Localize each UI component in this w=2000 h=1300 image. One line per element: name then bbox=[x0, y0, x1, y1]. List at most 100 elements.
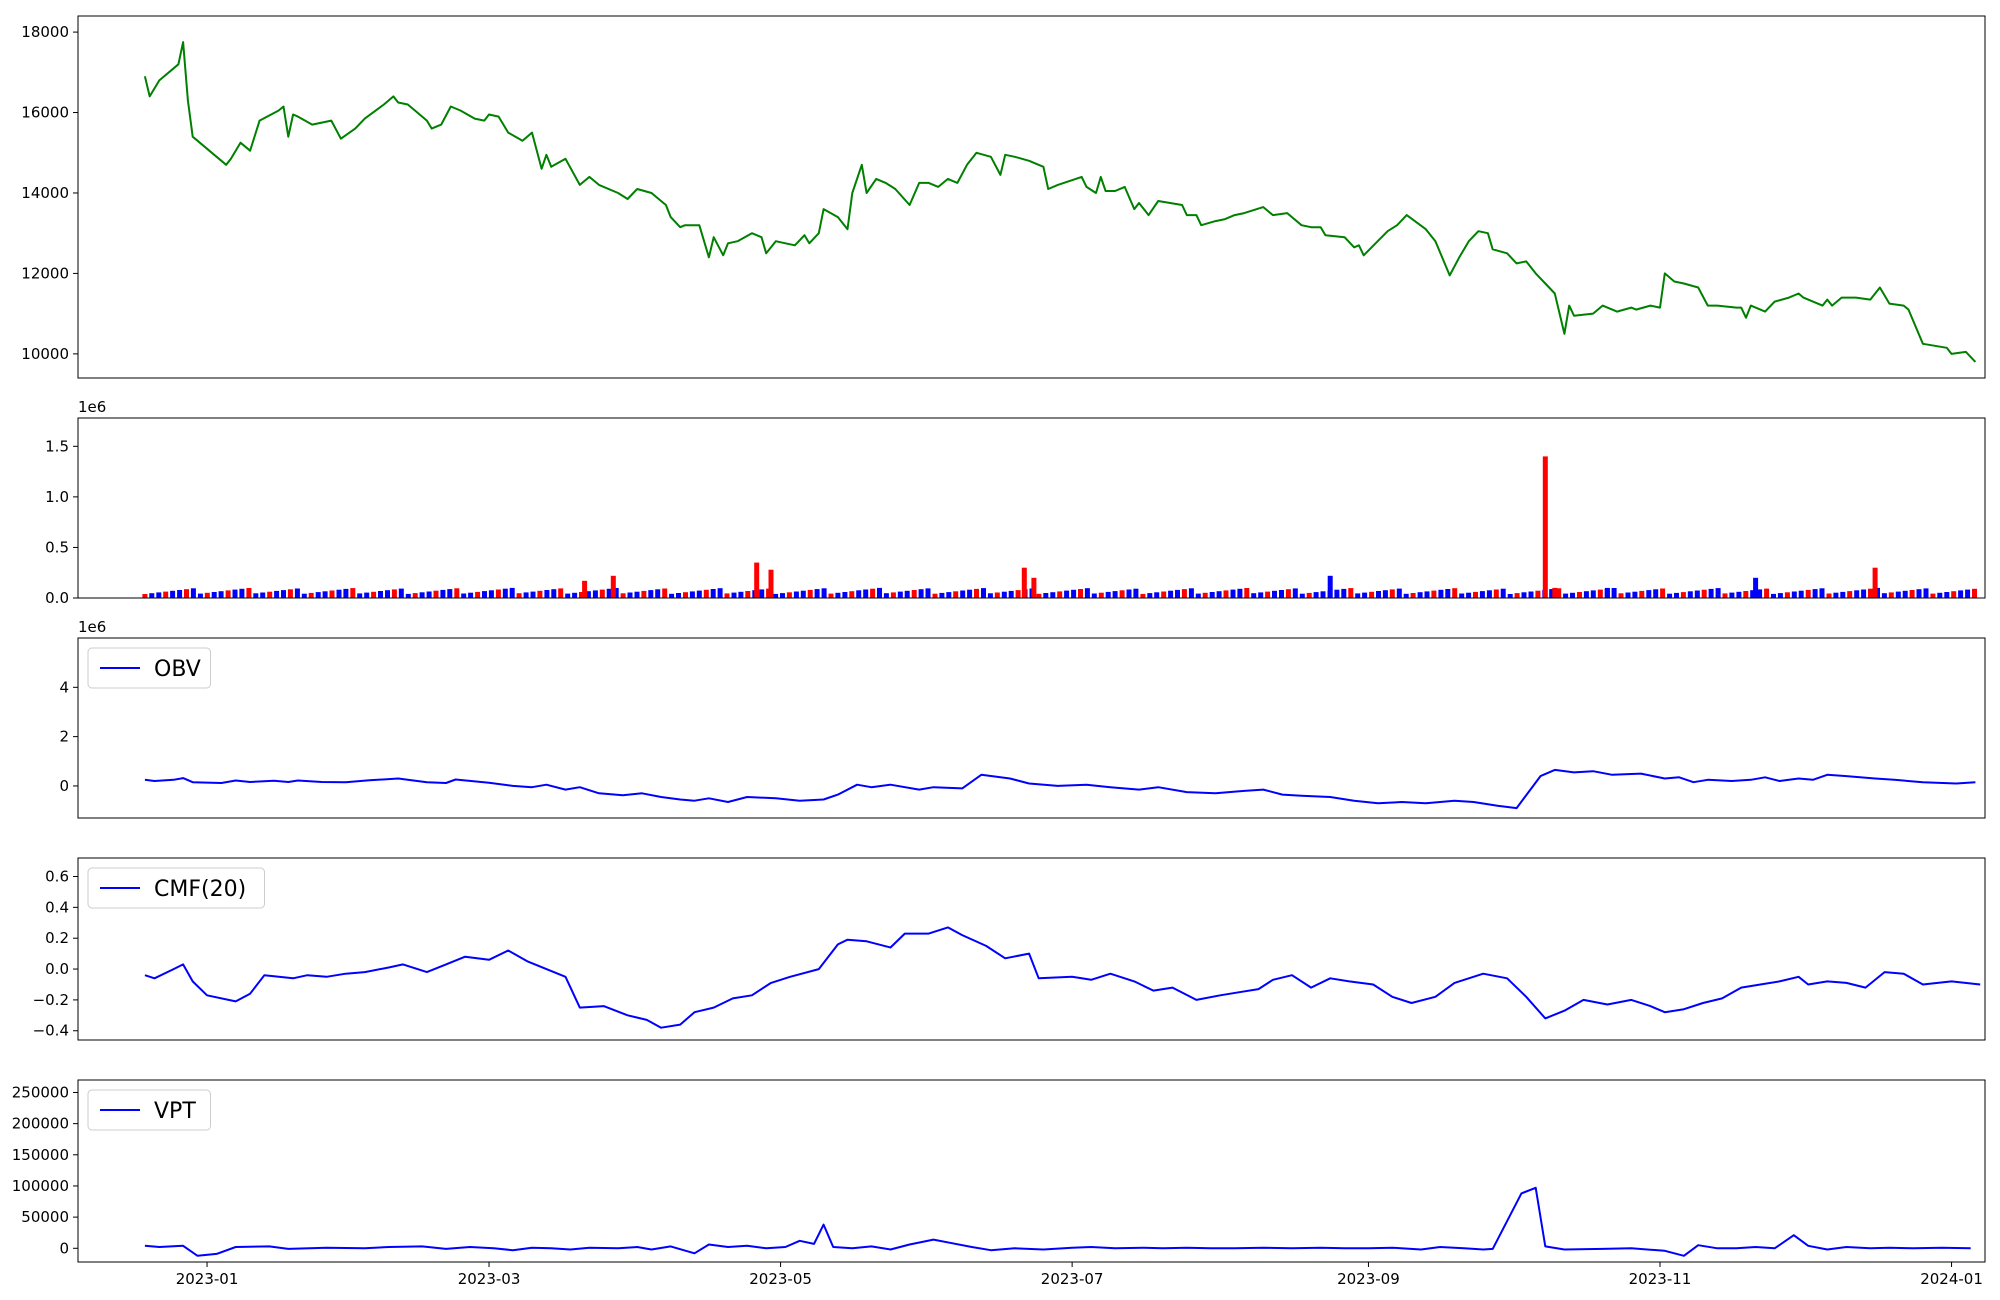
cmf-ytick-label: −0.4 bbox=[33, 1022, 69, 1040]
volume-bar bbox=[246, 588, 252, 598]
volume-bar bbox=[967, 589, 973, 598]
volume-bar bbox=[890, 592, 896, 598]
volume-bar bbox=[447, 589, 453, 598]
volume-bar bbox=[1861, 589, 1867, 598]
volume-bar bbox=[558, 588, 564, 598]
obv-ytick-label: 2 bbox=[59, 728, 69, 746]
volume-bar bbox=[627, 592, 633, 598]
volume-bar bbox=[585, 591, 591, 598]
xtick-label: 2023-09 bbox=[1337, 1270, 1400, 1288]
volume-axes-frame bbox=[77, 417, 1986, 599]
volume-bar bbox=[1552, 587, 1558, 598]
volume-bar bbox=[1237, 588, 1243, 598]
volume-bar bbox=[1872, 567, 1878, 598]
volume-bar bbox=[364, 592, 370, 598]
volume-bar bbox=[1528, 591, 1534, 598]
vpt-ytick-label: 250000 bbox=[12, 1083, 69, 1101]
volume-bar bbox=[537, 590, 543, 598]
volume-bar bbox=[655, 589, 661, 598]
volume-bar bbox=[308, 592, 314, 598]
cmf-ytick-label: 0.2 bbox=[45, 929, 69, 947]
volume-bar bbox=[1078, 589, 1083, 598]
cmf-series-line bbox=[144, 926, 1981, 1029]
volume-bar bbox=[599, 589, 605, 598]
volume-bar bbox=[1888, 592, 1894, 598]
volume-bar bbox=[1965, 589, 1971, 598]
volume-bar bbox=[1112, 591, 1118, 598]
volume-bar bbox=[1826, 593, 1832, 598]
volume-bar bbox=[1334, 589, 1340, 598]
volume-bar bbox=[1604, 587, 1610, 598]
volume-bar bbox=[1376, 591, 1381, 598]
volume-bar bbox=[315, 592, 321, 598]
volume-bar bbox=[1854, 590, 1860, 598]
volume-bar bbox=[260, 592, 266, 598]
volume-bar bbox=[177, 590, 183, 598]
volume-bar bbox=[1473, 591, 1478, 598]
volume-bar bbox=[336, 589, 342, 598]
chart-panels: 10000 12000 14000 16000 18000 0.0 0.5 1.0 1.5 1e6… bbox=[12, 15, 1986, 1288]
volume-bar bbox=[1653, 589, 1659, 598]
volume-bar bbox=[163, 591, 169, 598]
volume-bar bbox=[322, 591, 328, 598]
volume-bar bbox=[1098, 592, 1104, 598]
volume-bar bbox=[1570, 592, 1575, 598]
volume-bar bbox=[738, 591, 744, 598]
volume-bar bbox=[870, 588, 876, 598]
volume-bar bbox=[1542, 456, 1548, 598]
volume-bar bbox=[1944, 592, 1950, 598]
volume-bar bbox=[1743, 591, 1749, 598]
volume-bar bbox=[565, 593, 571, 598]
volume-bar bbox=[1923, 588, 1929, 598]
volume-bar bbox=[1757, 589, 1763, 598]
obv-ytick-label: 4 bbox=[59, 678, 69, 696]
volume-bar bbox=[239, 588, 245, 598]
volume-bar bbox=[1008, 590, 1014, 598]
volume-bar bbox=[1348, 588, 1354, 598]
volume-bar bbox=[696, 590, 702, 598]
volume-bar bbox=[683, 592, 688, 598]
volume-bar bbox=[1175, 589, 1180, 598]
volume-bar bbox=[1452, 588, 1458, 598]
volume-bar bbox=[218, 591, 224, 598]
volume-bar bbox=[572, 592, 578, 598]
volume-bar bbox=[1909, 590, 1915, 598]
volume-bar bbox=[419, 592, 425, 598]
volume-bar bbox=[495, 589, 501, 598]
legend-label: OBV bbox=[154, 657, 201, 682]
cmf-ytick-label: −0.2 bbox=[33, 991, 69, 1009]
volume-bar bbox=[509, 587, 515, 598]
volume-bar bbox=[1195, 593, 1201, 598]
panel-vpt: 0 50000 100000 150000 200000 250000 VPT 2023-01… bbox=[12, 1079, 1986, 1288]
volume-bar bbox=[904, 590, 910, 598]
volume-bar bbox=[1618, 593, 1624, 598]
volume-bar bbox=[454, 588, 460, 598]
volume-bar bbox=[516, 593, 522, 598]
volume-ytick-label: 1.5 bbox=[45, 437, 69, 455]
volume-bar bbox=[1667, 593, 1673, 598]
price-ytick-label: 10000 bbox=[21, 345, 69, 363]
cmf-ytick-label: 0.6 bbox=[45, 868, 69, 886]
volume-ytick-label: 0.0 bbox=[45, 589, 69, 607]
volume-bar bbox=[582, 580, 588, 598]
volume-bar bbox=[821, 588, 827, 598]
volume-bar bbox=[1632, 591, 1638, 598]
panel-volume: 0.0 0.5 1.0 1.5 1e6 bbox=[45, 398, 1986, 607]
xtick-label: 2023-07 bbox=[1041, 1270, 1104, 1288]
volume-bar bbox=[1279, 590, 1284, 598]
volume-bar bbox=[1958, 590, 1964, 598]
volume-bar bbox=[544, 590, 550, 598]
volume-bar bbox=[731, 592, 737, 598]
volume-bar bbox=[440, 589, 446, 598]
volume-bar bbox=[1105, 591, 1111, 598]
volume-bar bbox=[1549, 589, 1555, 598]
volume-bar bbox=[717, 588, 723, 598]
volume-bar bbox=[1646, 590, 1652, 598]
volume-bar bbox=[620, 593, 626, 598]
volume-bar bbox=[405, 593, 411, 598]
panel-cmf: −0.4 −0.2 0.0 0.2 0.4 0.6 CMF(20) bbox=[33, 857, 1986, 1041]
volume-bar bbox=[274, 590, 280, 598]
volume-bar bbox=[1847, 591, 1853, 598]
volume-bar bbox=[1445, 589, 1451, 598]
volume-bar bbox=[780, 593, 785, 598]
